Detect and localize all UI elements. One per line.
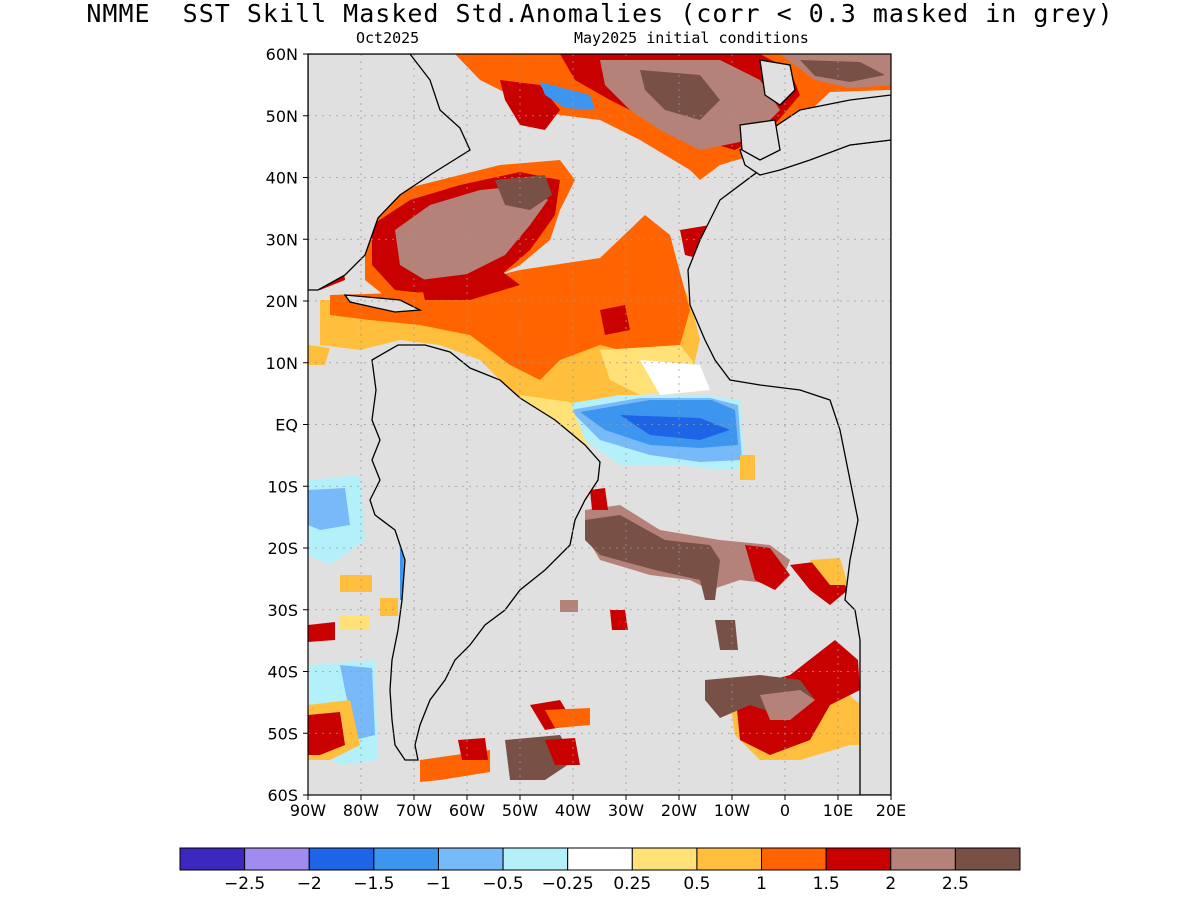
colorbar-label: 2 — [885, 874, 896, 894]
colorbar-swatch — [954, 847, 1021, 871]
lon-tick-label: 40W — [555, 801, 591, 820]
lon-tick-label: 10E — [823, 801, 853, 820]
longitude-axis: 90W 80W 70W 60W 50W 40W 30W 20W 10W 0 10E 20E — [290, 795, 906, 820]
colorbar-swatch — [890, 847, 956, 871]
anomaly-region — [590, 488, 608, 510]
anomaly-region — [760, 690, 815, 720]
anomaly-region — [545, 708, 590, 728]
anomaly-region — [330, 215, 690, 380]
anomaly-region — [380, 598, 398, 616]
anomaly-region — [395, 185, 548, 280]
anomaly-region — [308, 622, 335, 642]
colorbar-swatch — [244, 847, 310, 871]
anomaly-region — [340, 615, 370, 630]
colorbar-swatch — [825, 847, 892, 871]
anomaly-region — [308, 712, 345, 755]
lat-tick-label: 50N — [266, 107, 298, 126]
colorbar-swatch — [502, 847, 569, 871]
latitude-axis: 60N 50N 40N 30N 20N 10N EQ 10S 20S 30S 40S 50S 60S — [266, 45, 308, 805]
lat-tick-label: 40N — [266, 169, 298, 188]
colorbar-label: −1.5 — [353, 874, 394, 894]
lon-tick-label: 50W — [502, 801, 538, 820]
anomaly-region — [745, 545, 790, 590]
anomaly-region — [600, 305, 630, 335]
colorbar: −2.5 −2 −1.5 −1 −0.5 −0.25 0.25 0.5 1 1.5 2 2.5 — [179, 847, 1021, 894]
anomaly-region — [610, 610, 628, 630]
colorbar-swatch — [437, 847, 504, 871]
colorbar-label: 0.5 — [683, 874, 710, 894]
colorbar-label: −0.25 — [542, 874, 594, 894]
lat-tick-label: 40S — [267, 663, 298, 682]
colorbar-swatch — [567, 847, 633, 871]
lat-tick-label: 60S — [267, 786, 298, 805]
anomaly-region — [560, 600, 578, 612]
anomaly-region — [585, 515, 720, 600]
lon-tick-label: 70W — [396, 801, 432, 820]
colorbar-label: −1 — [426, 874, 451, 894]
colorbar-swatch — [631, 847, 698, 871]
lat-tick-label: 60N — [266, 45, 298, 64]
lat-tick-label: 20N — [266, 292, 298, 311]
anomaly-region — [545, 738, 580, 765]
lat-tick-label: 10S — [267, 477, 298, 496]
north-america-landmass — [308, 54, 471, 291]
lon-tick-label: 90W — [290, 801, 326, 820]
anomaly-region — [740, 455, 755, 480]
anomaly-region — [458, 738, 488, 760]
anomaly-region — [800, 60, 885, 82]
lat-tick-label: EQ — [275, 416, 298, 435]
anomaly-region — [308, 345, 330, 365]
lon-tick-label: 60W — [449, 801, 485, 820]
initial-conditions-label: May2025 initial conditions — [574, 29, 809, 47]
lon-tick-label: 20E — [876, 801, 906, 820]
africa-landmass — [687, 139, 891, 795]
anomaly-region — [540, 82, 595, 110]
lon-tick-label: 30W — [608, 801, 644, 820]
colorbar-swatch — [373, 847, 439, 871]
lat-tick-label: 50S — [267, 724, 298, 743]
anomaly-region — [640, 360, 710, 395]
colorbar-label: 1 — [756, 874, 767, 894]
south-america-landmass — [369, 344, 601, 761]
anomaly-region — [495, 175, 552, 210]
lon-tick-label: 10W — [714, 801, 750, 820]
colorbar-label: 0.25 — [613, 874, 651, 894]
chart-title: NMME SST Skill Masked Std.Anomalies (cor… — [86, 0, 1114, 28]
lon-tick-label: 0 — [780, 801, 790, 820]
colorbar-label: 2.5 — [942, 874, 969, 894]
anomaly-region — [308, 488, 350, 530]
anomaly-region — [340, 575, 372, 592]
colorbar-swatch — [696, 847, 763, 871]
colorbar-label: −2 — [297, 874, 322, 894]
lon-tick-label: 80W — [343, 801, 379, 820]
anomaly-region — [640, 70, 720, 120]
colorbar-swatch — [179, 847, 246, 871]
colorbar-label: −0.5 — [482, 874, 523, 894]
colorbar-swatch — [761, 847, 827, 871]
iberia-landmass — [739, 119, 781, 161]
lat-tick-label: 30S — [267, 601, 298, 620]
colorbar-label: 1.5 — [813, 874, 840, 894]
lon-tick-label: 20W — [661, 801, 697, 820]
uk-landmass — [759, 59, 796, 106]
target-month-label: Oct2025 — [356, 29, 420, 47]
anomaly-region — [810, 558, 848, 585]
cuba-landmass — [343, 294, 423, 313]
anomaly-region — [620, 415, 730, 440]
graticule — [308, 54, 891, 795]
land-masses — [308, 54, 891, 795]
lat-tick-label: 20S — [267, 539, 298, 558]
lat-tick-label: 10N — [266, 354, 298, 373]
colorbar-label: −2.5 — [224, 874, 265, 894]
anomaly-region — [340, 665, 375, 740]
lat-tick-label: 30N — [266, 230, 298, 249]
anomaly-region — [420, 270, 520, 300]
europe-landmass — [739, 94, 891, 176]
colorbar-swatch — [308, 847, 375, 871]
